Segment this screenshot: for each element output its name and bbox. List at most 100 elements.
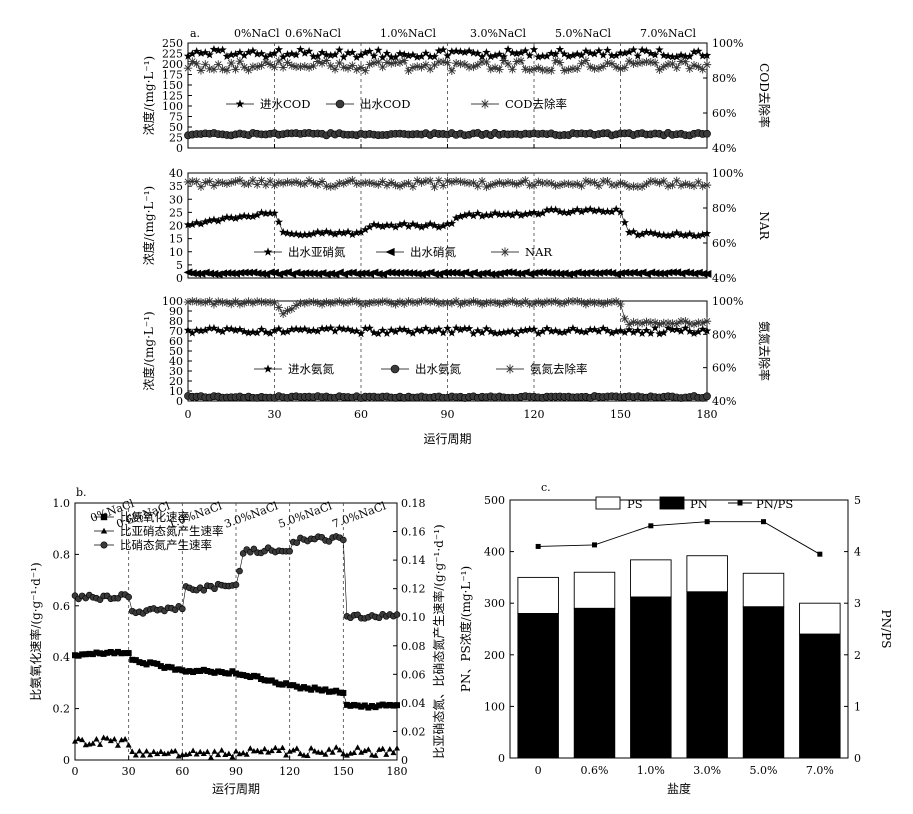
bar-ps xyxy=(742,572,785,608)
data-point xyxy=(551,56,560,65)
data-point xyxy=(490,51,500,60)
data-point xyxy=(287,325,296,334)
data-point xyxy=(681,179,690,189)
data-point xyxy=(400,325,409,334)
x-tick-label: 3.0% xyxy=(693,764,721,777)
data-point xyxy=(434,46,444,55)
data-point xyxy=(93,736,100,742)
data-point xyxy=(426,64,435,74)
data-point xyxy=(421,221,431,230)
data-point xyxy=(599,176,608,186)
data-point xyxy=(205,177,214,186)
data-point xyxy=(417,178,426,187)
data-point xyxy=(594,46,604,55)
data-point xyxy=(304,326,314,335)
data-point xyxy=(655,230,664,239)
data-point xyxy=(516,56,526,65)
data-point xyxy=(326,269,336,278)
data-point xyxy=(443,176,452,186)
data-point xyxy=(175,666,182,673)
data-point xyxy=(79,651,86,658)
series-比硝态氮产生速率 xyxy=(71,533,401,622)
data-point xyxy=(243,751,250,757)
data-point xyxy=(685,327,694,336)
data-point xyxy=(214,325,223,334)
data-point xyxy=(503,297,513,307)
data-point xyxy=(637,45,647,54)
data-point xyxy=(512,329,521,338)
y2-axis-title: 氨氮去除率 xyxy=(757,321,772,381)
data-point xyxy=(373,269,383,278)
data-point xyxy=(512,298,521,308)
data-point xyxy=(486,298,495,307)
data-point xyxy=(659,269,669,278)
data-point xyxy=(426,326,435,335)
data-point xyxy=(629,317,638,327)
data-point xyxy=(447,219,457,228)
data-point xyxy=(611,297,621,306)
data-point xyxy=(599,50,608,59)
bar-ps xyxy=(517,576,559,614)
data-point xyxy=(417,326,426,335)
data-point xyxy=(594,298,604,307)
data-point xyxy=(207,754,214,760)
data-point xyxy=(408,269,418,278)
data-point xyxy=(408,63,418,72)
data-point xyxy=(611,62,621,72)
data-point xyxy=(624,325,634,334)
data-point xyxy=(443,58,452,67)
data-point xyxy=(404,222,413,230)
data-point xyxy=(516,326,526,335)
data-point xyxy=(642,46,651,55)
data-point xyxy=(286,547,293,555)
data-point xyxy=(352,269,362,278)
x-axis-title: 运行周期 xyxy=(212,782,260,796)
data-point xyxy=(300,179,309,189)
y2-tick-label: 40% xyxy=(712,142,736,155)
y-tick-label: 0 xyxy=(176,395,183,408)
data-point xyxy=(486,52,495,61)
data-point xyxy=(413,52,422,61)
data-point xyxy=(490,328,500,337)
data-point xyxy=(186,750,193,757)
y-tick-label: 70 xyxy=(169,325,183,338)
data-point xyxy=(209,45,219,53)
data-point xyxy=(218,669,225,676)
data-point xyxy=(611,180,621,190)
data-point xyxy=(408,50,418,59)
data-point xyxy=(361,66,370,75)
data-point xyxy=(607,59,617,68)
data-point xyxy=(111,736,118,742)
data-point xyxy=(183,51,193,60)
data-point xyxy=(663,231,673,240)
x-tick-label: 0 xyxy=(72,765,79,778)
data-point xyxy=(525,51,534,60)
data-point xyxy=(326,746,333,752)
data-point xyxy=(147,751,154,758)
data-point xyxy=(82,651,89,658)
data-point xyxy=(655,319,664,329)
data-point xyxy=(222,212,232,221)
data-point xyxy=(534,329,543,338)
y-tick-label: 35 xyxy=(169,180,183,193)
data-point xyxy=(477,299,487,309)
data-point xyxy=(663,51,673,60)
data-point xyxy=(240,179,249,189)
data-point xyxy=(477,52,487,61)
data-point xyxy=(689,319,699,329)
data-point xyxy=(620,268,630,277)
data-point xyxy=(72,652,78,659)
data-point xyxy=(633,58,642,68)
y-axis-title: 浓度/(mg·L⁻¹) xyxy=(141,56,156,135)
data-point xyxy=(590,269,599,278)
data-point xyxy=(434,176,444,185)
data-point xyxy=(568,297,578,306)
data-point xyxy=(624,228,634,237)
data-point xyxy=(534,177,543,186)
data-point xyxy=(270,208,279,217)
data-point xyxy=(655,45,664,54)
data-point xyxy=(486,181,495,190)
data-point xyxy=(283,49,292,58)
data-point xyxy=(521,65,530,74)
